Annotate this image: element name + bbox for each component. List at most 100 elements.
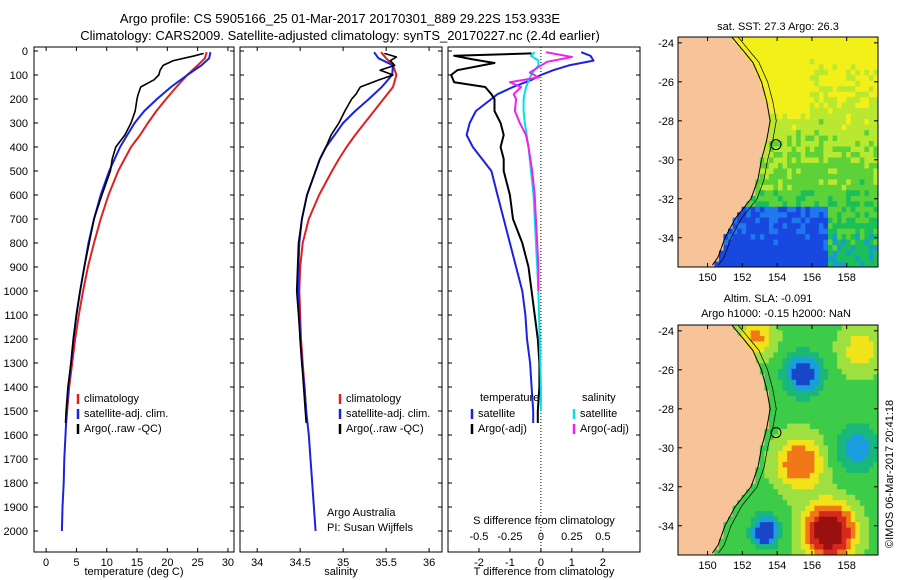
map-cell <box>837 456 843 463</box>
map-cell <box>750 374 756 381</box>
map-cell <box>800 325 806 332</box>
map-cell <box>700 212 706 219</box>
map-cell <box>796 212 802 219</box>
map-cell <box>705 368 711 375</box>
map-cell <box>678 533 684 540</box>
map-cell <box>773 69 779 76</box>
map-cell <box>846 544 852 551</box>
map-cell <box>750 64 756 71</box>
map-cell <box>755 53 761 60</box>
map-cell <box>846 113 852 120</box>
map-cell <box>868 363 875 370</box>
map-cell <box>741 64 747 71</box>
map-cell <box>864 538 870 545</box>
map-cell <box>805 467 811 474</box>
map-cell <box>873 390 878 397</box>
map-cell <box>873 533 878 540</box>
map-cell <box>705 511 711 518</box>
map-cell <box>723 516 729 523</box>
map-cell <box>746 379 752 386</box>
map-cell <box>768 440 775 447</box>
map-cell <box>741 357 747 364</box>
map-cell <box>750 544 756 551</box>
map-cell <box>687 42 693 49</box>
map-cell <box>791 130 797 137</box>
map-cell <box>873 86 878 93</box>
map-cell <box>805 135 811 142</box>
map-cell <box>746 341 752 348</box>
map-cell <box>764 450 770 458</box>
map-cell <box>823 97 829 104</box>
map-cell <box>755 478 761 485</box>
map-cell <box>787 58 793 65</box>
map-cell <box>868 357 875 364</box>
map-cell <box>837 385 843 392</box>
map-cell <box>714 75 720 82</box>
map-cell <box>818 385 825 392</box>
map-cell <box>705 245 711 252</box>
map-cell <box>823 64 829 71</box>
map-cell <box>818 217 825 224</box>
map-cell <box>841 396 847 403</box>
map-cell <box>764 527 770 534</box>
map-cell <box>868 489 875 496</box>
map-cell <box>791 250 797 257</box>
map-cell <box>809 363 815 370</box>
map-cell <box>823 201 829 208</box>
map-cell <box>755 412 761 419</box>
map-cell <box>764 330 770 337</box>
map-cell <box>728 130 734 137</box>
map-cell <box>687 113 693 120</box>
map-cell <box>850 212 856 219</box>
map-cell <box>800 429 806 436</box>
map-cell <box>700 418 706 425</box>
map-cell <box>732 146 738 153</box>
map-cell <box>773 346 779 353</box>
map-cell <box>696 516 702 523</box>
map-cell <box>823 80 829 87</box>
map-cell <box>782 223 788 230</box>
map-cell <box>741 102 747 109</box>
map-cell <box>800 461 806 468</box>
x-tick-label: 152 <box>733 560 751 572</box>
map-cell <box>868 80 875 87</box>
map-cell <box>687 494 693 501</box>
map-cell <box>859 390 865 397</box>
map-cell <box>864 483 870 490</box>
map-cell <box>682 483 688 490</box>
map-cell <box>718 368 725 375</box>
map-cell <box>837 64 843 71</box>
map-cell <box>768 549 775 555</box>
map-cell <box>705 450 711 458</box>
map-cell <box>714 97 720 104</box>
map-cell <box>723 335 729 343</box>
map-cell <box>773 47 779 55</box>
map-cell <box>732 113 738 120</box>
map-cell <box>746 223 752 230</box>
map-cell <box>700 53 706 60</box>
map-cell <box>850 467 856 474</box>
map-cell <box>796 162 802 170</box>
map-cell <box>850 256 856 263</box>
map-cell <box>796 379 802 386</box>
map-cell <box>850 190 856 197</box>
map-cell <box>855 250 861 257</box>
map-cell <box>832 228 838 235</box>
map-cell <box>841 173 847 180</box>
map-cell <box>768 396 775 403</box>
map-cell <box>823 37 829 44</box>
map-cell <box>850 135 856 142</box>
map-cell <box>818 53 825 60</box>
map-cell <box>718 379 725 386</box>
map-cell <box>837 418 843 425</box>
map-cell <box>773 130 779 137</box>
map-cell <box>764 80 770 87</box>
map-cell <box>714 423 720 430</box>
map-cell <box>864 69 870 76</box>
map-cell <box>759 538 765 545</box>
map-cell <box>746 461 752 468</box>
map-cell <box>764 522 770 529</box>
map-cell <box>691 352 697 359</box>
map-cell <box>737 445 743 452</box>
map-cell <box>705 330 711 337</box>
